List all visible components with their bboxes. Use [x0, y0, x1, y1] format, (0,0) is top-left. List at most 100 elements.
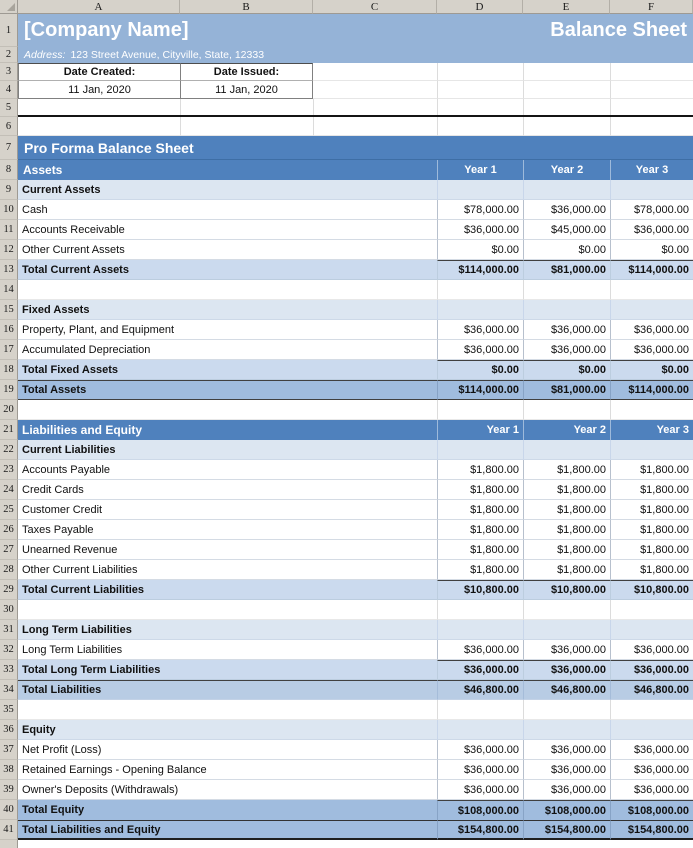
row-label-cell[interactable]: Total Current Assets: [18, 260, 437, 280]
row-number[interactable]: 23: [0, 460, 18, 480]
value-cell[interactable]: $36,000.00: [437, 220, 523, 240]
value-cell[interactable]: $114,000.00: [437, 260, 523, 280]
row-label-cell[interactable]: Total Fixed Assets: [18, 360, 437, 380]
value-cell[interactable]: $36,000.00: [523, 200, 610, 220]
year2-header-cell[interactable]: Year 2: [523, 160, 610, 180]
value-cell[interactable]: $36,000.00: [610, 740, 693, 760]
value-cell[interactable]: $1,800.00: [610, 520, 693, 540]
value-cell[interactable]: [437, 440, 523, 460]
value-cell[interactable]: [610, 600, 693, 620]
value-cell[interactable]: $36,000.00: [523, 340, 610, 360]
row-label-cell[interactable]: Credit Cards: [18, 480, 437, 500]
empty-cell[interactable]: [437, 99, 523, 115]
empty-cell[interactable]: [18, 99, 180, 115]
value-cell[interactable]: $108,000.00: [437, 800, 523, 820]
row-number[interactable]: 10: [0, 200, 18, 220]
value-cell[interactable]: [610, 440, 693, 460]
value-cell[interactable]: $46,800.00: [523, 680, 610, 700]
row-number[interactable]: 15: [0, 300, 18, 320]
row-number[interactable]: 31: [0, 620, 18, 640]
value-cell[interactable]: $36,000.00: [610, 340, 693, 360]
column-header-c[interactable]: C: [313, 0, 437, 14]
value-cell[interactable]: $36,000.00: [523, 740, 610, 760]
row-number[interactable]: 25: [0, 500, 18, 520]
value-cell[interactable]: $0.00: [610, 360, 693, 380]
empty-label-cell[interactable]: [18, 700, 437, 720]
empty-cell[interactable]: [610, 99, 693, 115]
empty-cell[interactable]: [18, 117, 180, 136]
row-number[interactable]: 24: [0, 480, 18, 500]
column-header-a[interactable]: A: [18, 0, 180, 14]
row-label-cell[interactable]: Other Current Liabilities: [18, 560, 437, 580]
value-cell[interactable]: $1,800.00: [437, 480, 523, 500]
value-cell[interactable]: [523, 700, 610, 720]
row-number[interactable]: 33: [0, 660, 18, 680]
value-cell[interactable]: $36,000.00: [610, 220, 693, 240]
row-label-cell[interactable]: Retained Earnings - Opening Balance: [18, 760, 437, 780]
value-cell[interactable]: $10,800.00: [610, 580, 693, 600]
value-cell[interactable]: $1,800.00: [437, 540, 523, 560]
row-number[interactable]: 36: [0, 720, 18, 740]
value-cell[interactable]: [523, 180, 610, 200]
value-cell[interactable]: [610, 400, 693, 420]
value-cell[interactable]: $36,000.00: [437, 340, 523, 360]
value-cell[interactable]: $45,000.00: [523, 220, 610, 240]
row-label-cell[interactable]: Current Liabilities: [18, 440, 437, 460]
row-label-cell[interactable]: Other Current Assets: [18, 240, 437, 260]
value-cell[interactable]: [523, 440, 610, 460]
row-number[interactable]: 3: [0, 63, 18, 81]
row-label-cell[interactable]: Liabilities and Equity: [18, 420, 437, 440]
value-cell[interactable]: $154,800.00: [437, 820, 523, 840]
empty-label-cell[interactable]: [18, 280, 437, 300]
value-cell[interactable]: $81,000.00: [523, 260, 610, 280]
row-number[interactable]: 4: [0, 81, 18, 99]
row-number[interactable]: 29: [0, 580, 18, 600]
value-cell[interactable]: $36,000.00: [437, 640, 523, 660]
row-number[interactable]: 14: [0, 280, 18, 300]
row-label-cell[interactable]: Customer Credit: [18, 500, 437, 520]
row-label-cell[interactable]: Equity: [18, 720, 437, 740]
row-label-cell[interactable]: Total Long Term Liabilities: [18, 660, 437, 680]
value-cell[interactable]: $36,000.00: [437, 780, 523, 800]
empty-cell[interactable]: [523, 117, 610, 136]
date-issued-value-cell[interactable]: 11 Jan, 2020: [180, 81, 313, 99]
row-number[interactable]: 5: [0, 99, 18, 117]
empty-cell[interactable]: [313, 63, 437, 81]
row-number[interactable]: 28: [0, 560, 18, 580]
row-label-cell[interactable]: Fixed Assets: [18, 300, 437, 320]
empty-cell[interactable]: [523, 63, 610, 81]
value-cell[interactable]: $1,800.00: [437, 560, 523, 580]
value-cell[interactable]: $36,000.00: [437, 320, 523, 340]
value-cell[interactable]: [523, 280, 610, 300]
row-number[interactable]: 11: [0, 220, 18, 240]
address-cell[interactable]: Address: 123 Street Avenue, Cityville, S…: [18, 47, 693, 63]
row-label-cell[interactable]: Taxes Payable: [18, 520, 437, 540]
value-cell[interactable]: $114,000.00: [610, 260, 693, 280]
value-cell[interactable]: $36,000.00: [437, 760, 523, 780]
row-number[interactable]: 30: [0, 600, 18, 620]
title-banner-cell[interactable]: [Company Name] Balance Sheet: [18, 14, 693, 47]
row-label-cell[interactable]: Total Assets: [18, 380, 437, 400]
empty-cell[interactable]: [313, 99, 437, 115]
row-number[interactable]: 20: [0, 400, 18, 420]
year-header-cell[interactable]: Year 1: [437, 420, 523, 440]
row-label-cell[interactable]: Accounts Payable: [18, 460, 437, 480]
value-cell[interactable]: $1,800.00: [523, 560, 610, 580]
value-cell[interactable]: [610, 300, 693, 320]
value-cell[interactable]: $1,800.00: [523, 460, 610, 480]
value-cell[interactable]: $78,000.00: [437, 200, 523, 220]
row-label-cell[interactable]: Total Liabilities and Equity: [18, 820, 437, 840]
row-label-cell[interactable]: Current Assets: [18, 180, 437, 200]
row-number[interactable]: 34: [0, 680, 18, 700]
row-label-cell[interactable]: Accumulated Depreciation: [18, 340, 437, 360]
value-cell[interactable]: $46,800.00: [610, 680, 693, 700]
empty-cell[interactable]: [313, 117, 437, 136]
value-cell[interactable]: [437, 720, 523, 740]
value-cell[interactable]: $1,800.00: [523, 540, 610, 560]
value-cell[interactable]: [437, 700, 523, 720]
value-cell[interactable]: $36,000.00: [523, 320, 610, 340]
row-number[interactable]: 37: [0, 740, 18, 760]
value-cell[interactable]: $0.00: [437, 240, 523, 260]
column-header-e[interactable]: E: [523, 0, 610, 14]
empty-cell[interactable]: [523, 99, 610, 115]
